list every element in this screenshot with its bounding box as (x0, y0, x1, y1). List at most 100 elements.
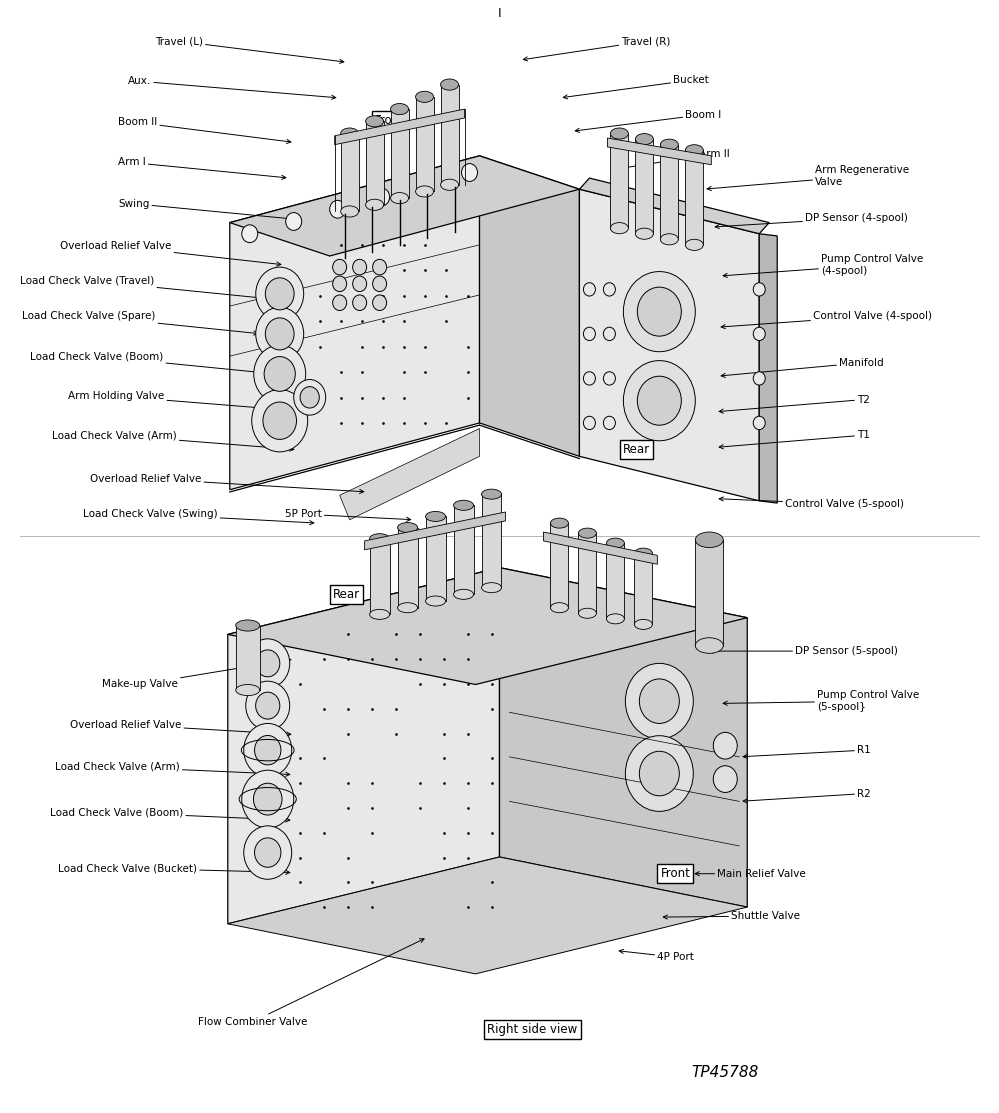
Ellipse shape (454, 501, 474, 511)
Polygon shape (759, 234, 777, 503)
Text: Overload Relief Valve: Overload Relief Valve (70, 720, 291, 736)
FancyBboxPatch shape (695, 540, 723, 646)
Text: T2: T2 (719, 395, 870, 413)
Text: Shuttle Valve: Shuttle Valve (663, 912, 800, 920)
Text: DP Sensor (5-spool): DP Sensor (5-spool) (709, 647, 898, 656)
Text: Flow Combiner Valve: Flow Combiner Valve (198, 938, 425, 1026)
Ellipse shape (635, 228, 653, 239)
Circle shape (625, 736, 693, 811)
Polygon shape (500, 568, 747, 907)
Circle shape (583, 416, 595, 430)
Text: Boom I: Boom I (575, 110, 721, 132)
Ellipse shape (634, 549, 652, 559)
Circle shape (266, 318, 294, 349)
Polygon shape (228, 568, 500, 924)
Text: Overload Relief Valve: Overload Relief Valve (60, 242, 281, 266)
Circle shape (583, 283, 595, 296)
Text: Swing: Swing (118, 199, 292, 220)
Circle shape (294, 380, 326, 415)
Text: Pump Control Valve
(5-spool}: Pump Control Valve (5-spool} (723, 690, 919, 712)
Ellipse shape (685, 145, 703, 156)
Text: Bucket: Bucket (563, 76, 709, 99)
Circle shape (353, 259, 367, 275)
Text: Right side view: Right side view (488, 1023, 577, 1036)
Circle shape (256, 307, 304, 361)
Text: Load Check Valve (Bucket): Load Check Valve (Bucket) (58, 864, 290, 875)
FancyBboxPatch shape (578, 533, 596, 613)
Circle shape (583, 372, 595, 385)
Circle shape (418, 176, 434, 194)
Circle shape (637, 376, 681, 425)
Ellipse shape (635, 134, 653, 145)
Polygon shape (579, 189, 759, 501)
Text: TP45788: TP45788 (691, 1065, 759, 1081)
Ellipse shape (416, 186, 434, 197)
Circle shape (256, 692, 280, 719)
Text: Travel (L): Travel (L) (155, 37, 344, 63)
Circle shape (753, 416, 765, 430)
Circle shape (256, 267, 304, 321)
Text: Main Relief Valve: Main Relief Valve (695, 869, 806, 878)
Polygon shape (230, 156, 579, 256)
Polygon shape (365, 512, 505, 550)
Circle shape (603, 372, 615, 385)
Ellipse shape (606, 614, 624, 623)
Circle shape (330, 200, 346, 218)
Ellipse shape (366, 116, 384, 127)
Circle shape (254, 345, 306, 403)
Circle shape (639, 679, 679, 723)
Ellipse shape (426, 512, 446, 522)
Ellipse shape (370, 610, 390, 620)
Polygon shape (230, 156, 480, 490)
Ellipse shape (426, 597, 446, 607)
FancyBboxPatch shape (610, 134, 628, 228)
Circle shape (374, 188, 390, 206)
Ellipse shape (366, 199, 384, 210)
FancyBboxPatch shape (550, 523, 568, 608)
FancyBboxPatch shape (454, 505, 474, 594)
Circle shape (244, 826, 292, 879)
Text: R2: R2 (743, 789, 871, 802)
Text: Front: Front (660, 867, 690, 880)
Circle shape (753, 327, 765, 341)
Text: Arm Regenerative
Valve: Arm Regenerative Valve (707, 165, 909, 190)
Text: Travel (R): Travel (R) (523, 37, 670, 61)
Ellipse shape (482, 490, 501, 500)
Circle shape (373, 276, 387, 292)
FancyBboxPatch shape (635, 139, 653, 234)
Polygon shape (607, 138, 711, 165)
Circle shape (637, 287, 681, 336)
Text: Load Check Valve (Swing): Load Check Valve (Swing) (83, 510, 314, 524)
FancyBboxPatch shape (416, 97, 434, 191)
Circle shape (266, 278, 294, 309)
Circle shape (623, 272, 695, 352)
Circle shape (713, 766, 737, 792)
Ellipse shape (441, 179, 459, 190)
Circle shape (603, 327, 615, 341)
Ellipse shape (391, 104, 409, 115)
FancyBboxPatch shape (482, 494, 501, 588)
FancyBboxPatch shape (606, 543, 624, 619)
Ellipse shape (660, 139, 678, 150)
FancyBboxPatch shape (398, 528, 418, 608)
Ellipse shape (610, 128, 628, 139)
Ellipse shape (416, 91, 434, 102)
FancyBboxPatch shape (685, 150, 703, 245)
Circle shape (603, 416, 615, 430)
Circle shape (242, 225, 258, 243)
Circle shape (713, 732, 737, 759)
Circle shape (246, 639, 290, 688)
Polygon shape (579, 178, 769, 234)
Polygon shape (228, 857, 747, 974)
FancyBboxPatch shape (634, 553, 652, 624)
Circle shape (353, 276, 367, 292)
Text: Arm I: Arm I (118, 158, 286, 179)
Text: Aux.: Aux. (128, 77, 336, 99)
Polygon shape (335, 109, 465, 145)
Ellipse shape (550, 603, 568, 613)
Text: I: I (613, 554, 617, 568)
Circle shape (462, 164, 478, 181)
FancyBboxPatch shape (660, 145, 678, 239)
Text: Boom II: Boom II (118, 118, 291, 144)
Text: Arm Holding Valve: Arm Holding Valve (68, 392, 306, 413)
